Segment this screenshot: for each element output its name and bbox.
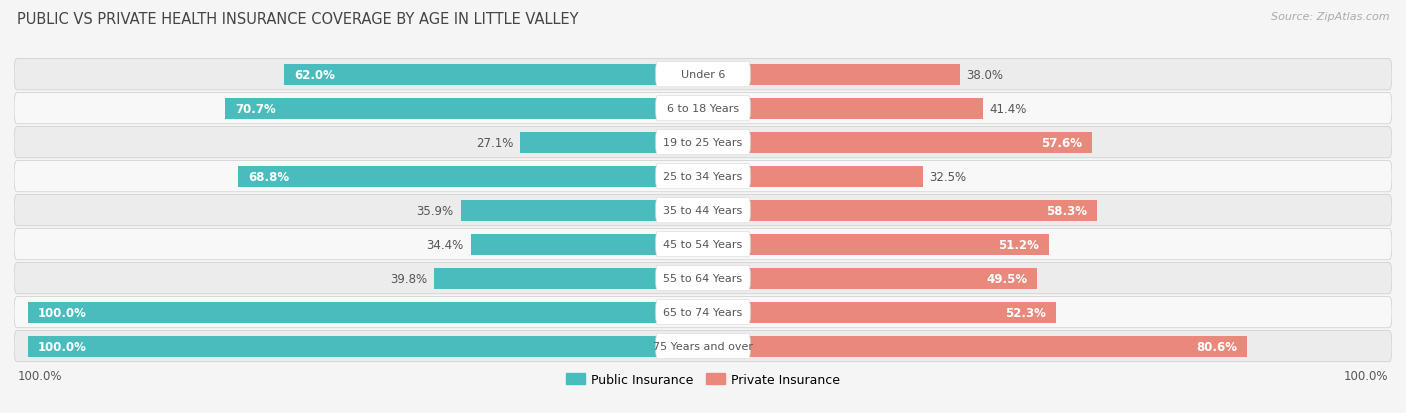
Bar xyxy=(703,132,1092,153)
FancyBboxPatch shape xyxy=(655,300,751,325)
Text: 45 to 54 Years: 45 to 54 Years xyxy=(664,240,742,249)
Text: 38.0%: 38.0% xyxy=(966,69,1004,81)
Text: 35.9%: 35.9% xyxy=(416,204,454,217)
Bar xyxy=(703,268,1038,289)
Text: 65 to 74 Years: 65 to 74 Years xyxy=(664,307,742,317)
Text: 39.8%: 39.8% xyxy=(391,272,427,285)
Text: 55 to 64 Years: 55 to 64 Years xyxy=(664,273,742,283)
Text: 35 to 44 Years: 35 to 44 Years xyxy=(664,206,742,216)
FancyBboxPatch shape xyxy=(655,62,751,88)
Text: 32.5%: 32.5% xyxy=(929,170,966,183)
Text: 49.5%: 49.5% xyxy=(986,272,1028,285)
FancyBboxPatch shape xyxy=(655,232,751,257)
Bar xyxy=(434,268,703,289)
FancyBboxPatch shape xyxy=(655,164,751,189)
Text: 27.1%: 27.1% xyxy=(475,136,513,149)
Text: 80.6%: 80.6% xyxy=(1197,340,1237,353)
FancyBboxPatch shape xyxy=(655,266,751,291)
Text: 34.4%: 34.4% xyxy=(426,238,464,251)
Bar xyxy=(703,98,983,119)
FancyBboxPatch shape xyxy=(14,195,1392,226)
Bar xyxy=(703,64,960,85)
Bar xyxy=(703,336,1247,357)
Text: 70.7%: 70.7% xyxy=(236,102,277,115)
Text: Source: ZipAtlas.com: Source: ZipAtlas.com xyxy=(1271,12,1389,22)
Text: 19 to 25 Years: 19 to 25 Years xyxy=(664,138,742,148)
FancyBboxPatch shape xyxy=(655,198,751,223)
Text: 68.8%: 68.8% xyxy=(249,170,290,183)
Text: 100.0%: 100.0% xyxy=(38,306,87,319)
FancyBboxPatch shape xyxy=(14,297,1392,328)
Text: 100.0%: 100.0% xyxy=(38,340,87,353)
Bar xyxy=(703,234,1049,255)
Bar xyxy=(520,132,703,153)
Text: 57.6%: 57.6% xyxy=(1040,136,1083,149)
Legend: Public Insurance, Private Insurance: Public Insurance, Private Insurance xyxy=(561,368,845,391)
Text: Under 6: Under 6 xyxy=(681,70,725,80)
Text: 52.3%: 52.3% xyxy=(1005,306,1046,319)
FancyBboxPatch shape xyxy=(14,93,1392,124)
Text: 51.2%: 51.2% xyxy=(998,238,1039,251)
Text: 75 Years and over: 75 Years and over xyxy=(652,341,754,351)
FancyBboxPatch shape xyxy=(14,229,1392,260)
FancyBboxPatch shape xyxy=(655,96,751,121)
FancyBboxPatch shape xyxy=(14,161,1392,192)
Text: PUBLIC VS PRIVATE HEALTH INSURANCE COVERAGE BY AGE IN LITTLE VALLEY: PUBLIC VS PRIVATE HEALTH INSURANCE COVER… xyxy=(17,12,578,27)
Bar xyxy=(703,200,1097,221)
FancyBboxPatch shape xyxy=(14,59,1392,90)
Bar xyxy=(28,336,703,357)
Text: 25 to 34 Years: 25 to 34 Years xyxy=(664,172,742,182)
Bar xyxy=(461,200,703,221)
Bar xyxy=(703,302,1056,323)
Bar xyxy=(28,302,703,323)
Text: 100.0%: 100.0% xyxy=(17,369,62,382)
Text: 58.3%: 58.3% xyxy=(1046,204,1087,217)
FancyBboxPatch shape xyxy=(14,331,1392,362)
Text: 62.0%: 62.0% xyxy=(294,69,335,81)
FancyBboxPatch shape xyxy=(655,334,751,359)
Bar xyxy=(225,98,703,119)
Bar xyxy=(703,166,922,187)
FancyBboxPatch shape xyxy=(14,127,1392,159)
FancyBboxPatch shape xyxy=(14,263,1392,294)
FancyBboxPatch shape xyxy=(655,130,751,155)
Bar xyxy=(471,234,703,255)
Text: 41.4%: 41.4% xyxy=(990,102,1026,115)
Text: 6 to 18 Years: 6 to 18 Years xyxy=(666,104,740,114)
Bar xyxy=(238,166,703,187)
Bar xyxy=(284,64,703,85)
Text: 100.0%: 100.0% xyxy=(1344,369,1389,382)
